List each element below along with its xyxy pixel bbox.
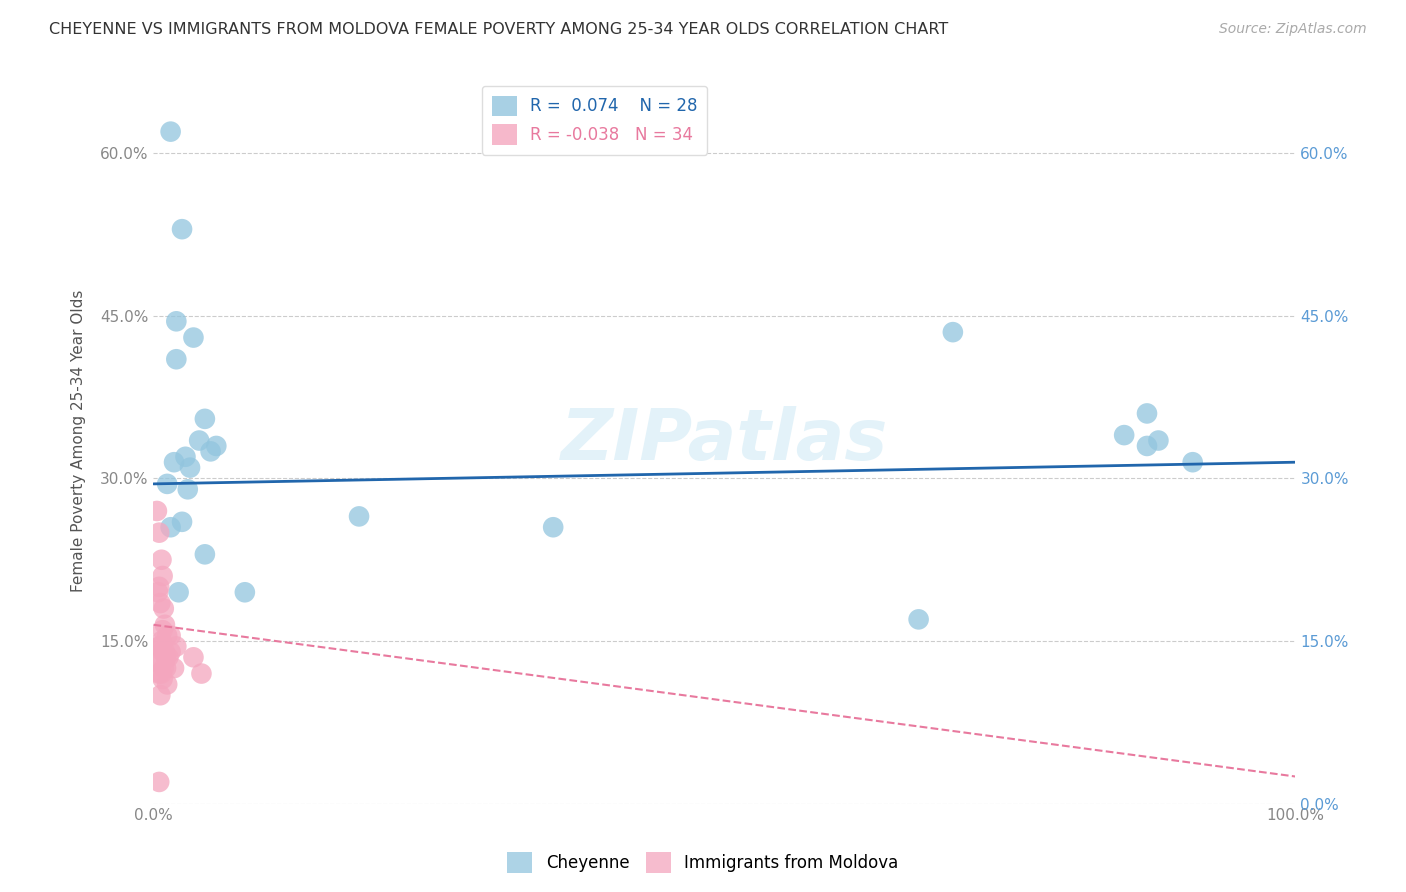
Point (165, 640, 187, 654)
Point (165, 314, 187, 328)
Point (149, 596, 172, 610)
Point (150, 666, 173, 681)
Point (942, 325, 965, 339)
Point (159, 520, 181, 534)
Text: ZIPatlas: ZIPatlas (561, 406, 889, 475)
Point (163, 455, 186, 469)
Point (1181, 455, 1204, 469)
Point (1114, 428, 1136, 442)
Point (1136, 406, 1159, 420)
Point (190, 666, 212, 681)
Point (150, 634, 173, 648)
Point (1136, 439, 1159, 453)
Point (153, 617, 176, 632)
Legend: Cheyenne, Immigrants from Moldova: Cheyenne, Immigrants from Moldova (501, 846, 905, 880)
Point (194, 412, 217, 426)
Point (148, 580, 170, 594)
Point (170, 222, 193, 236)
Point (205, 439, 228, 453)
Point (152, 672, 174, 686)
Point (167, 585, 190, 599)
Point (174, 450, 197, 464)
Y-axis label: Female Poverty Among 25-34 Year Olds: Female Poverty Among 25-34 Year Olds (72, 289, 86, 591)
Point (148, 666, 170, 681)
Text: Source: ZipAtlas.com: Source: ZipAtlas.com (1219, 22, 1367, 37)
Point (183, 650, 205, 665)
Point (170, 515, 193, 529)
Point (156, 476, 179, 491)
Point (200, 444, 222, 458)
Point (148, 640, 170, 654)
Point (156, 629, 179, 643)
Point (149, 656, 172, 670)
Point (155, 661, 177, 675)
Point (148, 525, 170, 540)
Point (156, 677, 179, 691)
Point (159, 645, 181, 659)
Point (188, 434, 211, 448)
Point (907, 612, 929, 626)
Point (146, 656, 169, 670)
Point (347, 509, 370, 524)
Point (148, 775, 170, 789)
Point (152, 645, 174, 659)
Point (159, 629, 181, 643)
Point (153, 645, 176, 659)
Point (146, 585, 169, 599)
Point (163, 661, 186, 675)
Point (165, 352, 187, 367)
Point (155, 650, 177, 665)
Text: CHEYENNE VS IMMIGRANTS FROM MOLDOVA FEMALE POVERTY AMONG 25-34 YEAR OLDS CORRELA: CHEYENNE VS IMMIGRANTS FROM MOLDOVA FEMA… (49, 22, 949, 37)
Point (177, 483, 200, 497)
Point (149, 640, 172, 654)
Point (146, 504, 169, 518)
Point (159, 125, 181, 139)
Point (183, 330, 205, 344)
Point (150, 553, 173, 567)
Point (152, 624, 174, 638)
Point (179, 460, 201, 475)
Point (152, 601, 174, 615)
Point (157, 650, 180, 665)
Point (149, 688, 172, 702)
Point (152, 661, 174, 675)
Point (152, 569, 174, 583)
Point (194, 547, 217, 561)
Point (541, 520, 564, 534)
Point (233, 585, 256, 599)
Point (1147, 434, 1170, 448)
Legend: R =  0.074    N = 28, R = -0.038   N = 34: R = 0.074 N = 28, R = -0.038 N = 34 (482, 86, 707, 155)
